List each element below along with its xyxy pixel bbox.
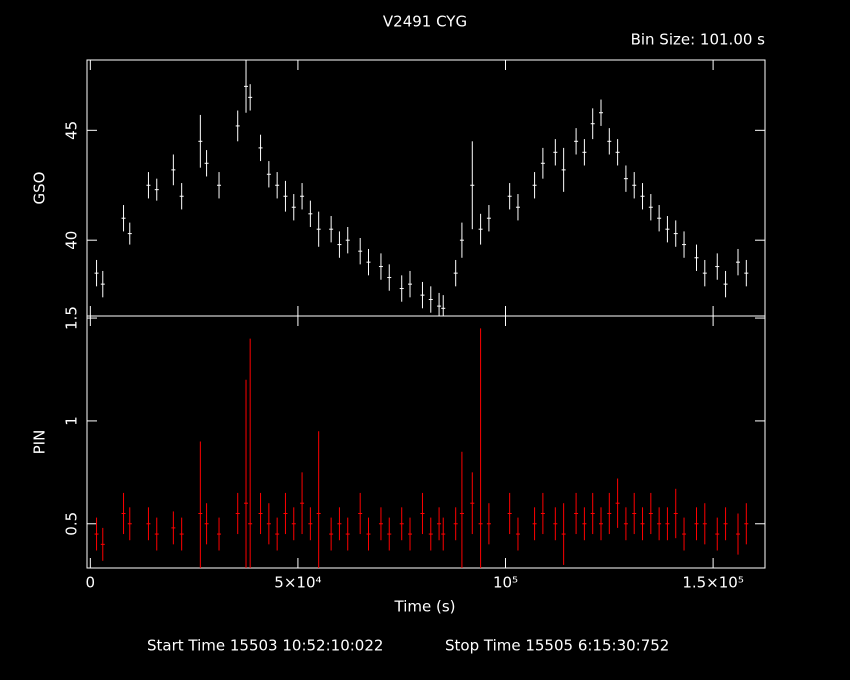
y-axis-label: PIN <box>31 430 49 455</box>
y-tick-label: 1.5 <box>63 306 81 330</box>
plot-frame <box>86 315 766 569</box>
bin-size: Bin Size: 101.00 s <box>631 31 766 49</box>
chart-title: V2491 CYG <box>383 13 467 31</box>
x-tick-label: 5×10⁴ <box>274 574 321 592</box>
y-axis-label: GSO <box>31 172 49 205</box>
y-tick-label: 40 <box>63 231 81 250</box>
x-tick-label: 10⁵ <box>493 574 518 592</box>
stop-time: Stop Time 15505 6:15:30:752 <box>445 637 669 655</box>
y-tick-label: 45 <box>63 121 81 140</box>
start-time: Start Time 15503 10:52:10:022 <box>147 637 383 655</box>
y-tick-label: 1 <box>63 416 81 426</box>
y-tick-label: 0.5 <box>63 512 81 536</box>
x-tick-label: 1.5×10⁵ <box>682 574 744 592</box>
x-tick-label: 0 <box>86 574 96 592</box>
x-axis-label: Time (s) <box>394 598 456 616</box>
